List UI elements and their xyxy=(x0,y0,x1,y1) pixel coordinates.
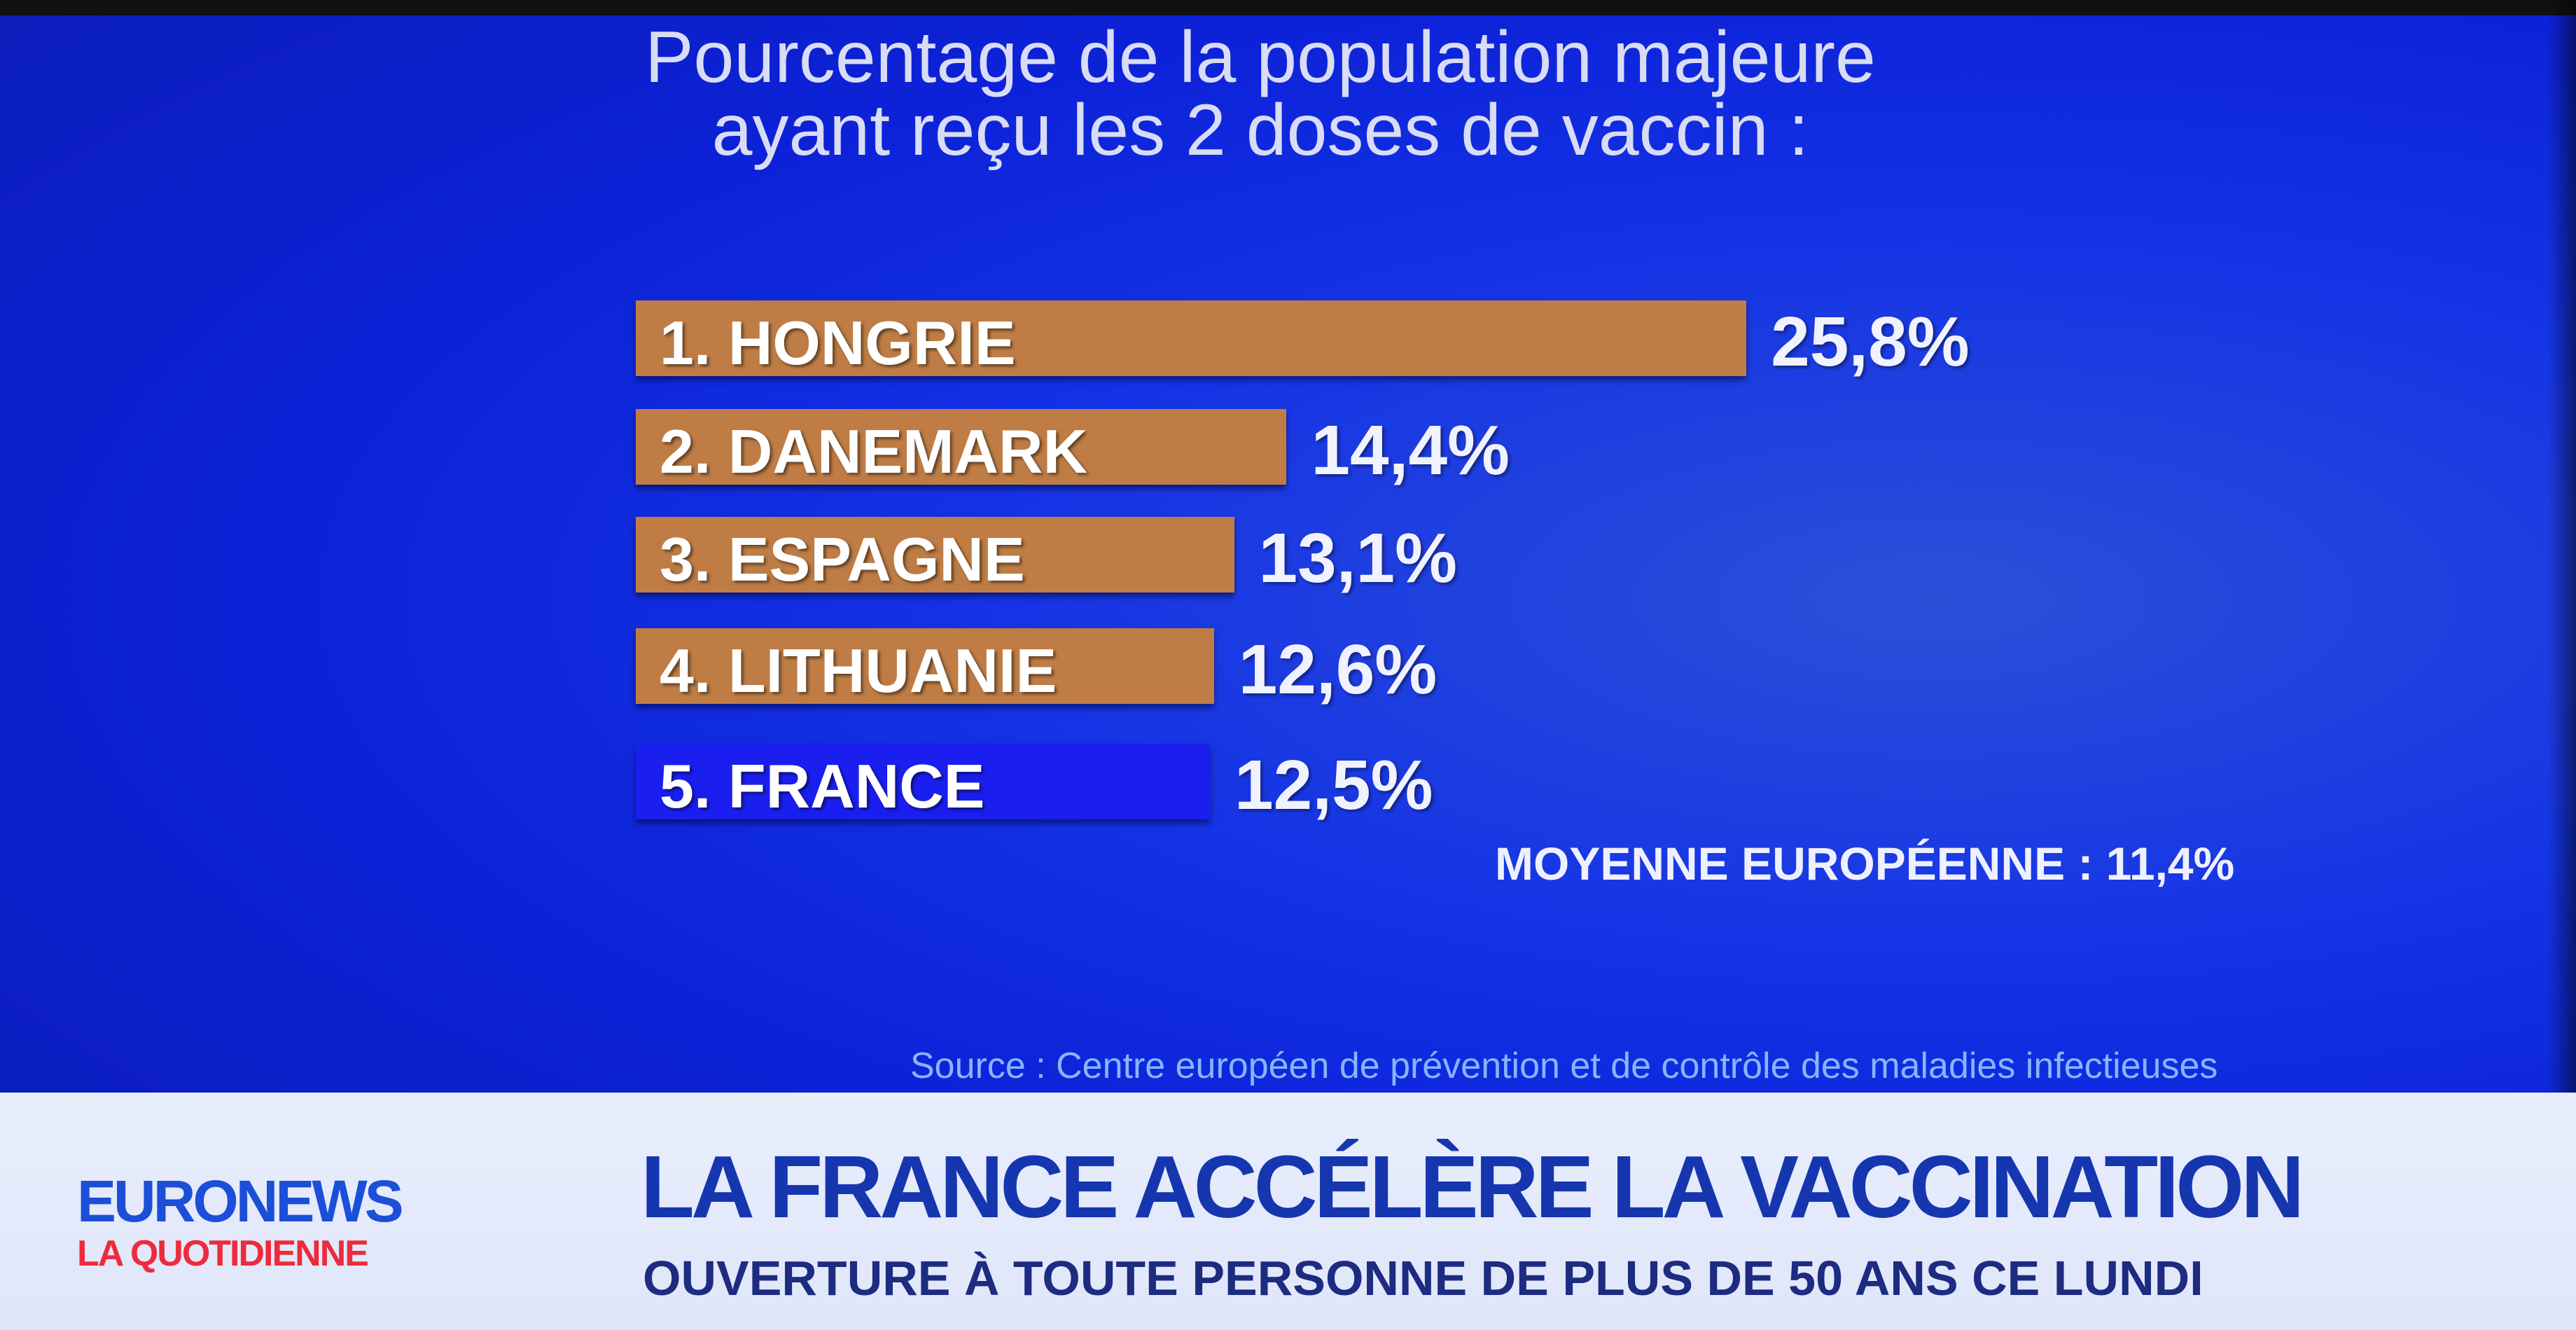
screen-top-edge xyxy=(0,0,2576,15)
chart-source: Source : Centre européen de prévention e… xyxy=(910,1046,2218,1086)
bar-category-label: 4. LITHUANIE xyxy=(660,636,1057,705)
bar-category-label: 2. DANEMARK xyxy=(660,417,1088,486)
subheadline: OUVERTURE À TOUTE PERSONNE DE PLUS DE 50… xyxy=(643,1251,2203,1305)
bar-category-label: 5. FRANCE xyxy=(660,751,985,821)
bar-1: 2. DANEMARK xyxy=(636,409,1287,486)
european-average-annotation: MOYENNE EUROPÉENNE : 11,4% xyxy=(1495,838,2235,889)
logo-euronews-text: EURONEWS xyxy=(77,1168,404,1234)
logo-quotidienne-text: LA QUOTIDIENNE xyxy=(77,1233,369,1274)
chart-title-line-1: Pourcentage de la population majeure xyxy=(645,17,1876,98)
bar-value-label: 25,8% xyxy=(1771,303,1970,381)
bar-value-label: 13,1% xyxy=(1258,519,1458,597)
chart-title: Pourcentage de la population majeure aya… xyxy=(0,21,2521,167)
bar-4: 5. FRANCE xyxy=(636,744,1210,821)
euronews-logo: EURONEWS LA QUOTIDIENNE xyxy=(77,1168,404,1275)
bar-value-label: 14,4% xyxy=(1311,411,1510,490)
bar-3: 4. LITHUANIE xyxy=(636,628,1214,705)
headline: LA FRANCE ACCÉLÈRE LA VACCINATION xyxy=(641,1137,2304,1236)
chart-title-line-2: ayant reçu les 2 doses de vaccin : xyxy=(711,90,1809,171)
bar-category-label: 1. HONGRIE xyxy=(660,308,1016,377)
news-banner: EURONEWS LA QUOTIDIENNE LA FRANCE ACCÉLÈ… xyxy=(0,1093,2576,1330)
bar-value-label: 12,5% xyxy=(1234,746,1433,824)
bar-2: 3. ESPAGNE xyxy=(636,517,1234,594)
bar-category-label: 3. ESPAGNE xyxy=(660,525,1025,594)
bar-0: 1. HONGRIE xyxy=(636,300,1747,377)
bar-value-label: 12,6% xyxy=(1238,630,1437,709)
